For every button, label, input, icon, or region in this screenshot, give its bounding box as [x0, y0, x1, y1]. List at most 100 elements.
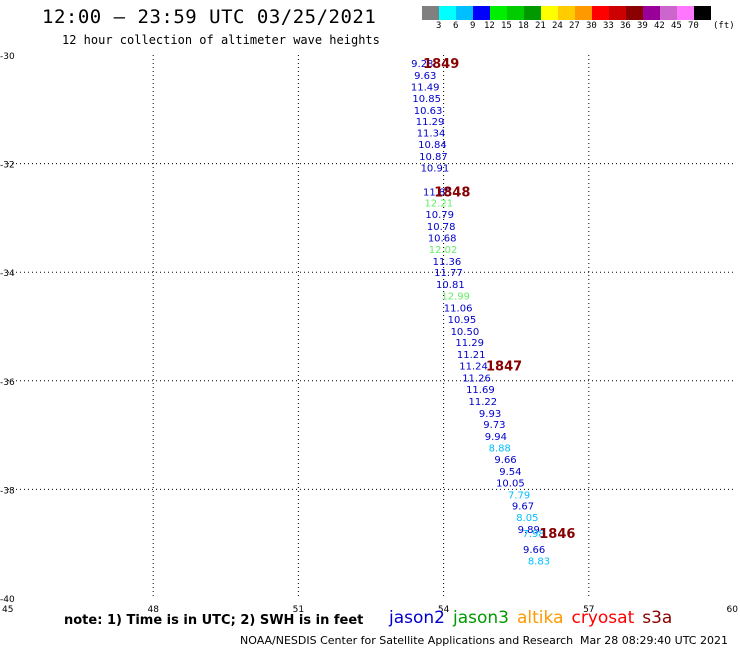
data-point-label: 7.98: [522, 529, 544, 540]
legend-entry-s3a: s3a: [642, 608, 673, 628]
data-point-label: 11.24: [459, 362, 488, 373]
data-point-label: 12.99: [441, 292, 470, 303]
color-swatch: [677, 6, 694, 20]
color-swatch: [694, 6, 711, 20]
footer-note: note: 1) Time is in UTC; 2) SWH is in fe…: [64, 613, 364, 628]
color-swatch: [507, 6, 524, 20]
color-scale-label: 15: [501, 21, 512, 31]
data-point-label: 10.84: [418, 140, 447, 151]
data-point-label: 10.50: [451, 327, 480, 338]
data-point-label: 11.06: [444, 303, 473, 314]
color-scale-label: 24: [552, 21, 563, 31]
color-swatch: [558, 6, 575, 20]
x-tick-label: 48: [147, 605, 159, 615]
data-point-label: 10.68: [428, 233, 457, 244]
color-scale-label: 27: [569, 21, 580, 31]
data-point-label: 9.94: [485, 432, 507, 443]
y-tick-label: -40: [0, 595, 15, 605]
color-scale-label: 39: [637, 21, 648, 31]
color-swatch: [609, 6, 626, 20]
x-tick-label: 54: [438, 605, 450, 615]
x-tick-label: 57: [583, 605, 594, 615]
data-point-label: 12.02: [429, 245, 458, 256]
x-tick-label: 60: [727, 605, 739, 615]
data-point-label: 7.79: [508, 490, 530, 501]
data-point-label: 11.34: [417, 129, 446, 140]
pass-annotation: 1849: [423, 57, 459, 72]
data-point-label: 10.63: [414, 106, 443, 117]
legend-entry-cryosat: cryosat: [571, 608, 635, 628]
data-point-label: 8.05: [516, 513, 538, 524]
color-scale-label: 45: [671, 21, 682, 31]
x-tick-label: 45: [2, 605, 13, 615]
color-swatch: [643, 6, 660, 20]
data-point-label: 10.79: [425, 210, 454, 221]
data-point-label: 9.67: [512, 502, 534, 513]
data-point-label: 10.78: [427, 222, 456, 233]
color-swatch: [660, 6, 677, 20]
color-scale-label: 30: [586, 21, 597, 31]
color-swatch: [575, 6, 592, 20]
pass-annotation: 1848: [434, 185, 470, 200]
y-tick-label: -30: [0, 52, 15, 62]
data-point-label: 10.05: [496, 478, 525, 489]
data-point-label: 11.85: [423, 187, 452, 198]
data-point-label: 11.22: [468, 397, 497, 408]
color-scale-label: 18: [518, 21, 529, 31]
color-swatch: [626, 6, 643, 20]
color-scale-label: 9: [470, 21, 476, 31]
color-swatch: [490, 6, 507, 20]
color-scale-units: (ft): [713, 21, 735, 31]
y-tick-label: -38: [0, 486, 15, 496]
data-point-label: 9.73: [483, 420, 505, 431]
data-point-label: 11.49: [411, 82, 440, 93]
data-point-label: 9.66: [494, 455, 516, 466]
color-swatch: [439, 6, 456, 20]
legend-entry-altika: altika: [517, 608, 564, 628]
color-swatch: [592, 6, 609, 20]
color-scale-label: 12: [484, 21, 495, 31]
color-swatch: [456, 6, 473, 20]
data-point-label: 9.54: [499, 467, 521, 478]
x-tick-label: 51: [293, 605, 304, 615]
pass-annotation: 1846: [539, 527, 575, 542]
y-tick-label: -34: [0, 269, 15, 279]
data-point-label: 8.88: [489, 444, 511, 455]
y-tick-label: -32: [0, 161, 15, 171]
color-scale-label: 33: [603, 21, 614, 31]
chart-subtitle: 12 hour collection of altimeter wave hei…: [62, 33, 380, 47]
data-point-label: 11.77: [434, 268, 463, 279]
data-point-label: 12.21: [424, 199, 453, 210]
color-swatch: [524, 6, 541, 20]
data-point-label: 10.85: [412, 94, 441, 105]
color-swatch: [473, 6, 490, 20]
data-point-label: 9.89: [518, 525, 540, 536]
data-point-label: 10.91: [421, 163, 450, 174]
data-point-label: 10.81: [436, 280, 465, 291]
color-swatch: [541, 6, 558, 20]
generated-timestamp: Mar 28 08:29:40 UTC 2021: [580, 634, 728, 647]
data-point-label: 11.26: [462, 374, 491, 385]
data-point-label: 11.36: [433, 257, 462, 268]
data-point-label: 8.83: [528, 557, 550, 568]
color-scale-label: 3: [436, 21, 442, 31]
legend-entry-jason3: jason3: [453, 608, 509, 628]
data-point-label: 10.95: [448, 315, 477, 326]
data-point-label: 11.29: [455, 338, 484, 349]
color-scale-label: 36: [620, 21, 631, 31]
pass-annotation: 1847: [486, 360, 522, 375]
color-swatch: [422, 6, 439, 20]
data-point-label: 11.21: [457, 350, 486, 361]
satellite-legend: jason2 jason3 altika cryosat s3a: [389, 608, 680, 628]
data-point-label: 9.93: [479, 409, 501, 420]
color-scale-label: 42: [654, 21, 665, 31]
data-point-label: 9.63: [414, 71, 436, 82]
credit-text: NOAA/NESDIS Center for Satellite Applica…: [240, 634, 574, 647]
color-scale-label: 21: [535, 21, 546, 31]
data-point-label: 10.87: [419, 152, 448, 163]
color-scale-label: 6: [453, 21, 459, 31]
chart-title: 12:00 – 23:59 UTC 03/25/2021: [42, 6, 377, 28]
color-scale-bar: [422, 6, 711, 20]
color-scale-label: 70: [688, 21, 699, 31]
